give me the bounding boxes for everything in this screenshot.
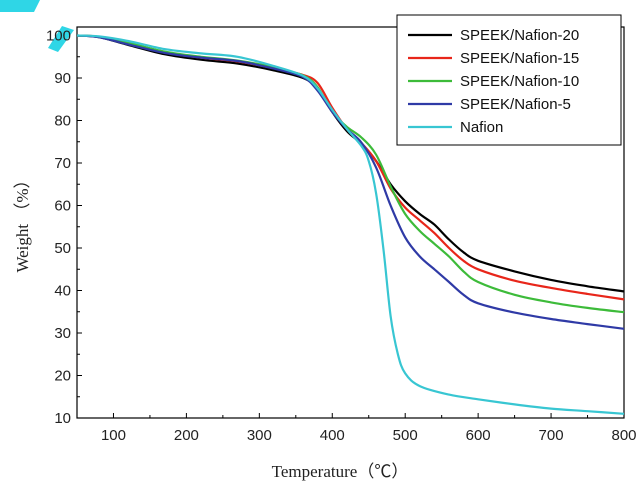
y-tick-label: 50 [54,240,71,257]
y-tick-label: 90 [54,70,71,87]
x-tick-label: 800 [611,427,636,444]
x-tick-label: 100 [101,427,126,444]
plot-area-frame [76,26,625,419]
legend-label-speek-nafion-15: SPEEK/Nafion-15 [460,50,579,67]
y-axis: 10 20 30 40 50 60 70 80 90 100 [46,28,82,427]
y-axis-label: Weight （%） [13,171,32,272]
series-line-speek-nafion-5 [76,34,625,330]
x-tick-label: 600 [466,427,491,444]
legend-label-speek-nafion-5: SPEEK/Nafion-5 [460,96,571,113]
y-tick-label: 40 [54,283,71,300]
x-axis: 100 200 300 400 500 600 700 800 [101,413,637,444]
x-tick-label: 700 [539,427,564,444]
series-line-nafion [76,34,625,415]
y-tick-label: 30 [54,325,71,342]
y-tick-label: 60 [54,198,71,215]
x-tick-label: 200 [174,427,199,444]
series-layer [76,34,625,415]
x-axis-label: Temperature（℃） [272,462,409,481]
decorative-top-left-mark [0,0,74,52]
y-tick-label: 10 [54,410,71,427]
y-tick-label: 20 [54,368,71,385]
x-tick-label: 300 [247,427,272,444]
y-tick-label: 100 [46,28,71,45]
legend-label-nafion: Nafion [460,119,503,136]
x-tick-label: 400 [320,427,345,444]
legend-label-speek-nafion-20: SPEEK/Nafion-20 [460,27,579,44]
x-tick-label: 500 [393,427,418,444]
legend: SPEEK/Nafion-20 SPEEK/Nafion-15 SPEEK/Na… [396,14,622,146]
legend-label-speek-nafion-10: SPEEK/Nafion-10 [460,73,579,90]
y-tick-label: 70 [54,155,71,172]
y-tick-label: 80 [54,113,71,130]
